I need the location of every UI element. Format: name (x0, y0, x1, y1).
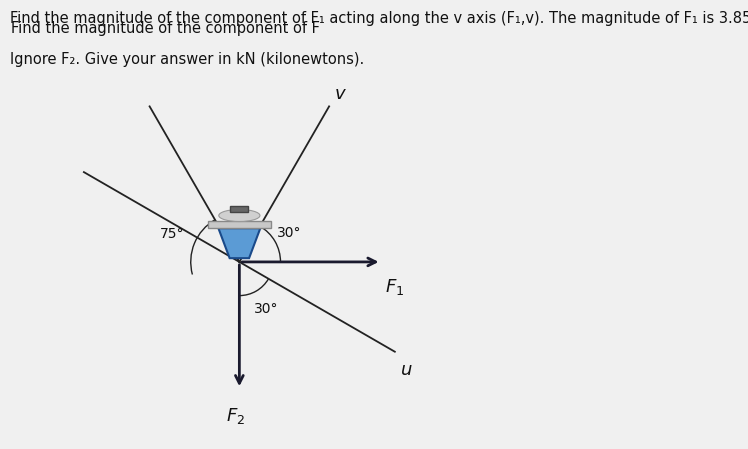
Text: Ignore F₂. Give your answer in kN (kilonewtons).: Ignore F₂. Give your answer in kN (kilon… (10, 52, 364, 66)
Text: Find the magnitude of the component of F: Find the magnitude of the component of F (11, 21, 320, 36)
Text: $F_1$: $F_1$ (385, 277, 405, 297)
Polygon shape (208, 221, 271, 228)
Text: $u$: $u$ (400, 361, 413, 379)
Text: $v$: $v$ (334, 85, 347, 103)
Text: 30°: 30° (254, 302, 279, 316)
Polygon shape (230, 206, 248, 212)
Text: Find the magnitude of the component of F₁ acting along the v axis (F₁,v). The ma: Find the magnitude of the component of F… (10, 11, 748, 26)
Polygon shape (218, 228, 260, 258)
Text: 75°: 75° (160, 227, 185, 241)
Ellipse shape (219, 210, 260, 221)
Text: $F_2$: $F_2$ (226, 405, 245, 426)
Text: 30°: 30° (277, 226, 301, 240)
